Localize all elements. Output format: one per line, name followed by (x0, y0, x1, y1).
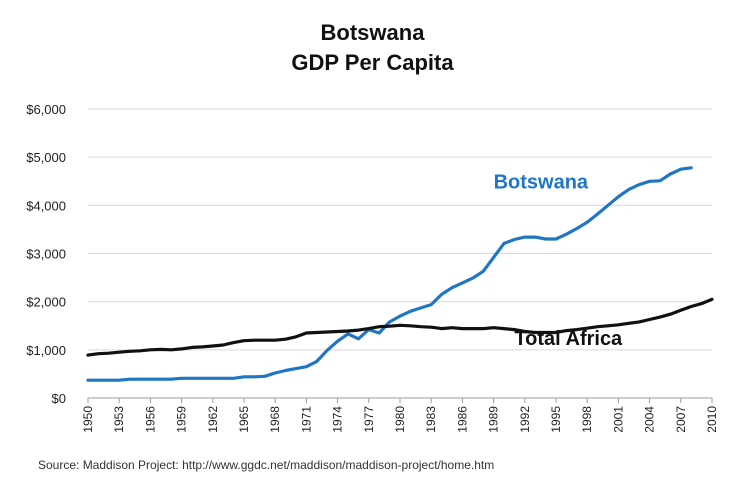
x-tick-label: 1962 (206, 406, 220, 433)
total-africa-line (86, 297, 714, 357)
x-tick-label: 1980 (393, 406, 407, 433)
x-tick-label: 1995 (549, 406, 563, 433)
y-axis: $0 $1,000 $2,000 $3,000 $4,000 $5,000 $6,000 (26, 102, 66, 406)
y-tick-label: $3,000 (26, 247, 66, 262)
y-tick-label: $5,000 (26, 150, 66, 165)
y-tick-label: $1,000 (26, 343, 66, 358)
gridlines (88, 108, 712, 399)
series-labels: Botswana Total Africa (494, 171, 623, 350)
y-tick-label: $6,000 (26, 102, 66, 117)
botswana-label: Botswana (494, 171, 589, 193)
x-tick-label: 1977 (362, 406, 376, 433)
total-africa-label: Total Africa (514, 328, 623, 350)
x-tick-label: 1953 (112, 406, 126, 433)
x-tick-label: 1974 (331, 406, 345, 433)
x-tick-label: 1968 (268, 406, 282, 433)
x-tick-label: 2010 (705, 406, 719, 433)
x-tick-label: 1986 (455, 406, 469, 433)
x-tick-label: 2004 (643, 406, 657, 433)
x-tick-label: 2001 (611, 406, 625, 433)
x-tick-label: 1971 (299, 406, 313, 433)
source-note: Source: Maddison Project: http://www.ggd… (38, 458, 495, 472)
x-tick-label: 1992 (518, 406, 532, 433)
botswana-line (86, 166, 693, 382)
x-tick-label: 1959 (175, 406, 189, 433)
x-tick-label: 1989 (487, 406, 501, 433)
x-tick-label: 1998 (580, 406, 594, 433)
x-axis: 1950 1953 1956 1959 1962 1965 1968 1971 1974 1977… (81, 398, 719, 433)
series-lines (86, 166, 714, 382)
x-tick-label: 2007 (674, 406, 688, 433)
chart-title: Botswana (320, 20, 425, 45)
x-tick-label: 1950 (81, 406, 95, 433)
y-tick-label: $2,000 (26, 295, 66, 310)
chart-subtitle: GDP Per Capita (291, 50, 454, 75)
x-tick-label: 1983 (424, 406, 438, 433)
x-tick-label: 1965 (237, 406, 251, 433)
y-tick-label: $4,000 (26, 198, 66, 213)
x-tick-label: 1956 (143, 406, 157, 433)
y-tick-label: $0 (52, 391, 66, 406)
